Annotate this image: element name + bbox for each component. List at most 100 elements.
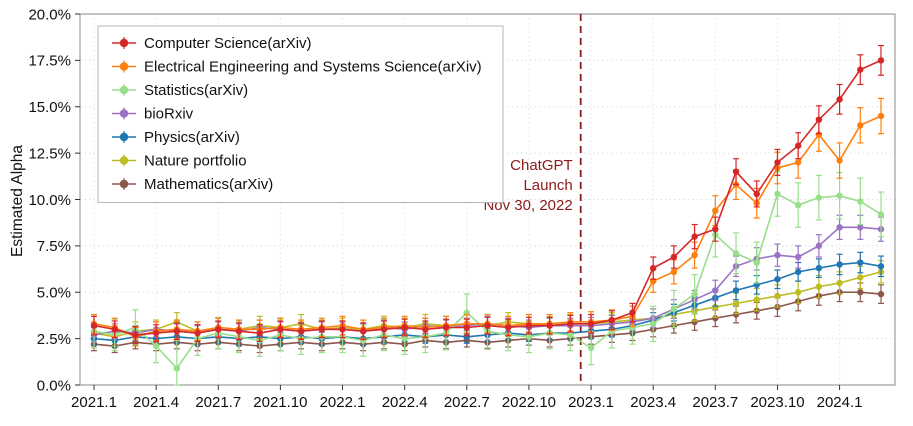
- data-point: [836, 157, 843, 164]
- y-tick-label: 10.0%: [28, 192, 71, 209]
- data-point: [732, 311, 740, 318]
- data-point: [649, 264, 657, 272]
- data-point: [794, 159, 802, 166]
- data-point: [670, 253, 678, 261]
- x-tick-label: 2022.4: [382, 394, 428, 411]
- data-point: [380, 326, 388, 333]
- x-tick-label: 2021.4: [133, 394, 179, 411]
- y-tick-label: 2.5%: [37, 331, 71, 348]
- data-point: [401, 324, 408, 331]
- data-point: [111, 326, 118, 333]
- x-tick-label: 2022.1: [320, 394, 366, 411]
- legend-marker-icon: [119, 156, 129, 165]
- legend-marker-icon: [119, 109, 129, 118]
- legend-label: Mathematics(arXiv): [144, 176, 273, 193]
- legend-marker-icon: [119, 62, 129, 71]
- data-point: [152, 342, 160, 350]
- y-tick-label: 15.0%: [28, 99, 71, 116]
- x-tick-label: 2023.10: [750, 394, 804, 411]
- data-point: [712, 303, 719, 311]
- data-point: [670, 268, 678, 276]
- data-point: [401, 335, 408, 342]
- data-point: [836, 96, 843, 103]
- data-point: [670, 305, 678, 313]
- data-point: [877, 263, 885, 270]
- data-point: [463, 333, 470, 340]
- data-point: [277, 326, 284, 333]
- x-tick-label: 2024.1: [817, 394, 863, 411]
- data-point: [877, 112, 885, 120]
- data-point: [691, 233, 698, 240]
- data-point: [794, 268, 802, 276]
- data-point: [836, 279, 843, 287]
- data-point: [712, 225, 719, 233]
- data-point: [422, 326, 429, 333]
- data-point: [857, 289, 864, 296]
- legend-label: Computer Science(arXiv): [144, 35, 312, 52]
- legend-marker-icon: [119, 38, 129, 48]
- data-point: [442, 324, 450, 331]
- data-point: [815, 194, 823, 201]
- y-tick-label: 17.5%: [28, 53, 71, 70]
- legend-label: bioRxiv: [144, 106, 194, 123]
- data-point: [629, 309, 636, 316]
- data-point: [484, 322, 491, 329]
- data-point: [774, 292, 781, 300]
- data-point: [857, 198, 864, 205]
- data-point: [132, 331, 139, 339]
- data-point: [194, 329, 201, 337]
- data-point: [774, 251, 781, 259]
- y-tick-label: 7.5%: [37, 238, 71, 255]
- data-point: [815, 131, 823, 138]
- data-point: [732, 300, 740, 307]
- legend-item: Mathematics(arXiv): [112, 176, 273, 193]
- data-point: [794, 142, 802, 149]
- data-point: [608, 316, 615, 324]
- data-point: [774, 159, 781, 166]
- data-point: [774, 190, 781, 198]
- data-point: [90, 322, 98, 329]
- data-point: [712, 315, 719, 322]
- data-point: [318, 326, 326, 333]
- x-tick-label: 2023.7: [692, 394, 738, 411]
- data-point: [546, 322, 553, 329]
- data-point: [629, 324, 636, 331]
- legend-label: Physics(arXiv): [144, 129, 240, 146]
- data-point: [732, 287, 740, 294]
- data-point: [587, 344, 595, 352]
- data-point: [256, 329, 263, 337]
- legend-box: [97, 25, 504, 203]
- data-point: [753, 259, 760, 266]
- legend-marker-icon: [119, 132, 129, 142]
- data-point: [794, 253, 802, 261]
- data-point: [691, 251, 698, 259]
- data-point: [505, 324, 512, 331]
- y-tick-label: 5.0%: [37, 285, 71, 302]
- x-tick-label: 2021.1: [71, 394, 117, 411]
- x-tick-label: 2021.7: [195, 394, 241, 411]
- data-point: [836, 192, 843, 199]
- y-axis: 0.0% 2.5% 5.0% 7.5% 10.0% 12.5% 15.0% 17.5% 20.0…: [28, 6, 80, 394]
- legend-marker-icon: [119, 85, 129, 95]
- x-axis: 2021.1 2021.4 2021.7 2021.10 2022.1 2022.4 202…: [71, 385, 863, 411]
- data-point: [732, 168, 740, 175]
- data-point: [877, 211, 885, 218]
- data-point: [815, 242, 823, 250]
- data-point: [857, 274, 864, 281]
- y-axis-title: Estimated Alpha: [9, 145, 26, 258]
- data-point: [215, 326, 222, 333]
- legend-item: Physics(arXiv): [112, 129, 240, 146]
- data-point: [753, 190, 760, 198]
- data-point: [691, 290, 698, 298]
- data-point: [712, 207, 719, 214]
- data-point: [691, 318, 698, 326]
- data-point: [857, 259, 864, 266]
- data-point: [525, 333, 533, 340]
- data-point: [836, 261, 843, 268]
- legend-item: Computer Science(arXiv): [112, 35, 312, 52]
- data-point: [297, 328, 305, 335]
- legend-item: Statistics(arXiv): [112, 82, 248, 99]
- data-point: [857, 66, 864, 73]
